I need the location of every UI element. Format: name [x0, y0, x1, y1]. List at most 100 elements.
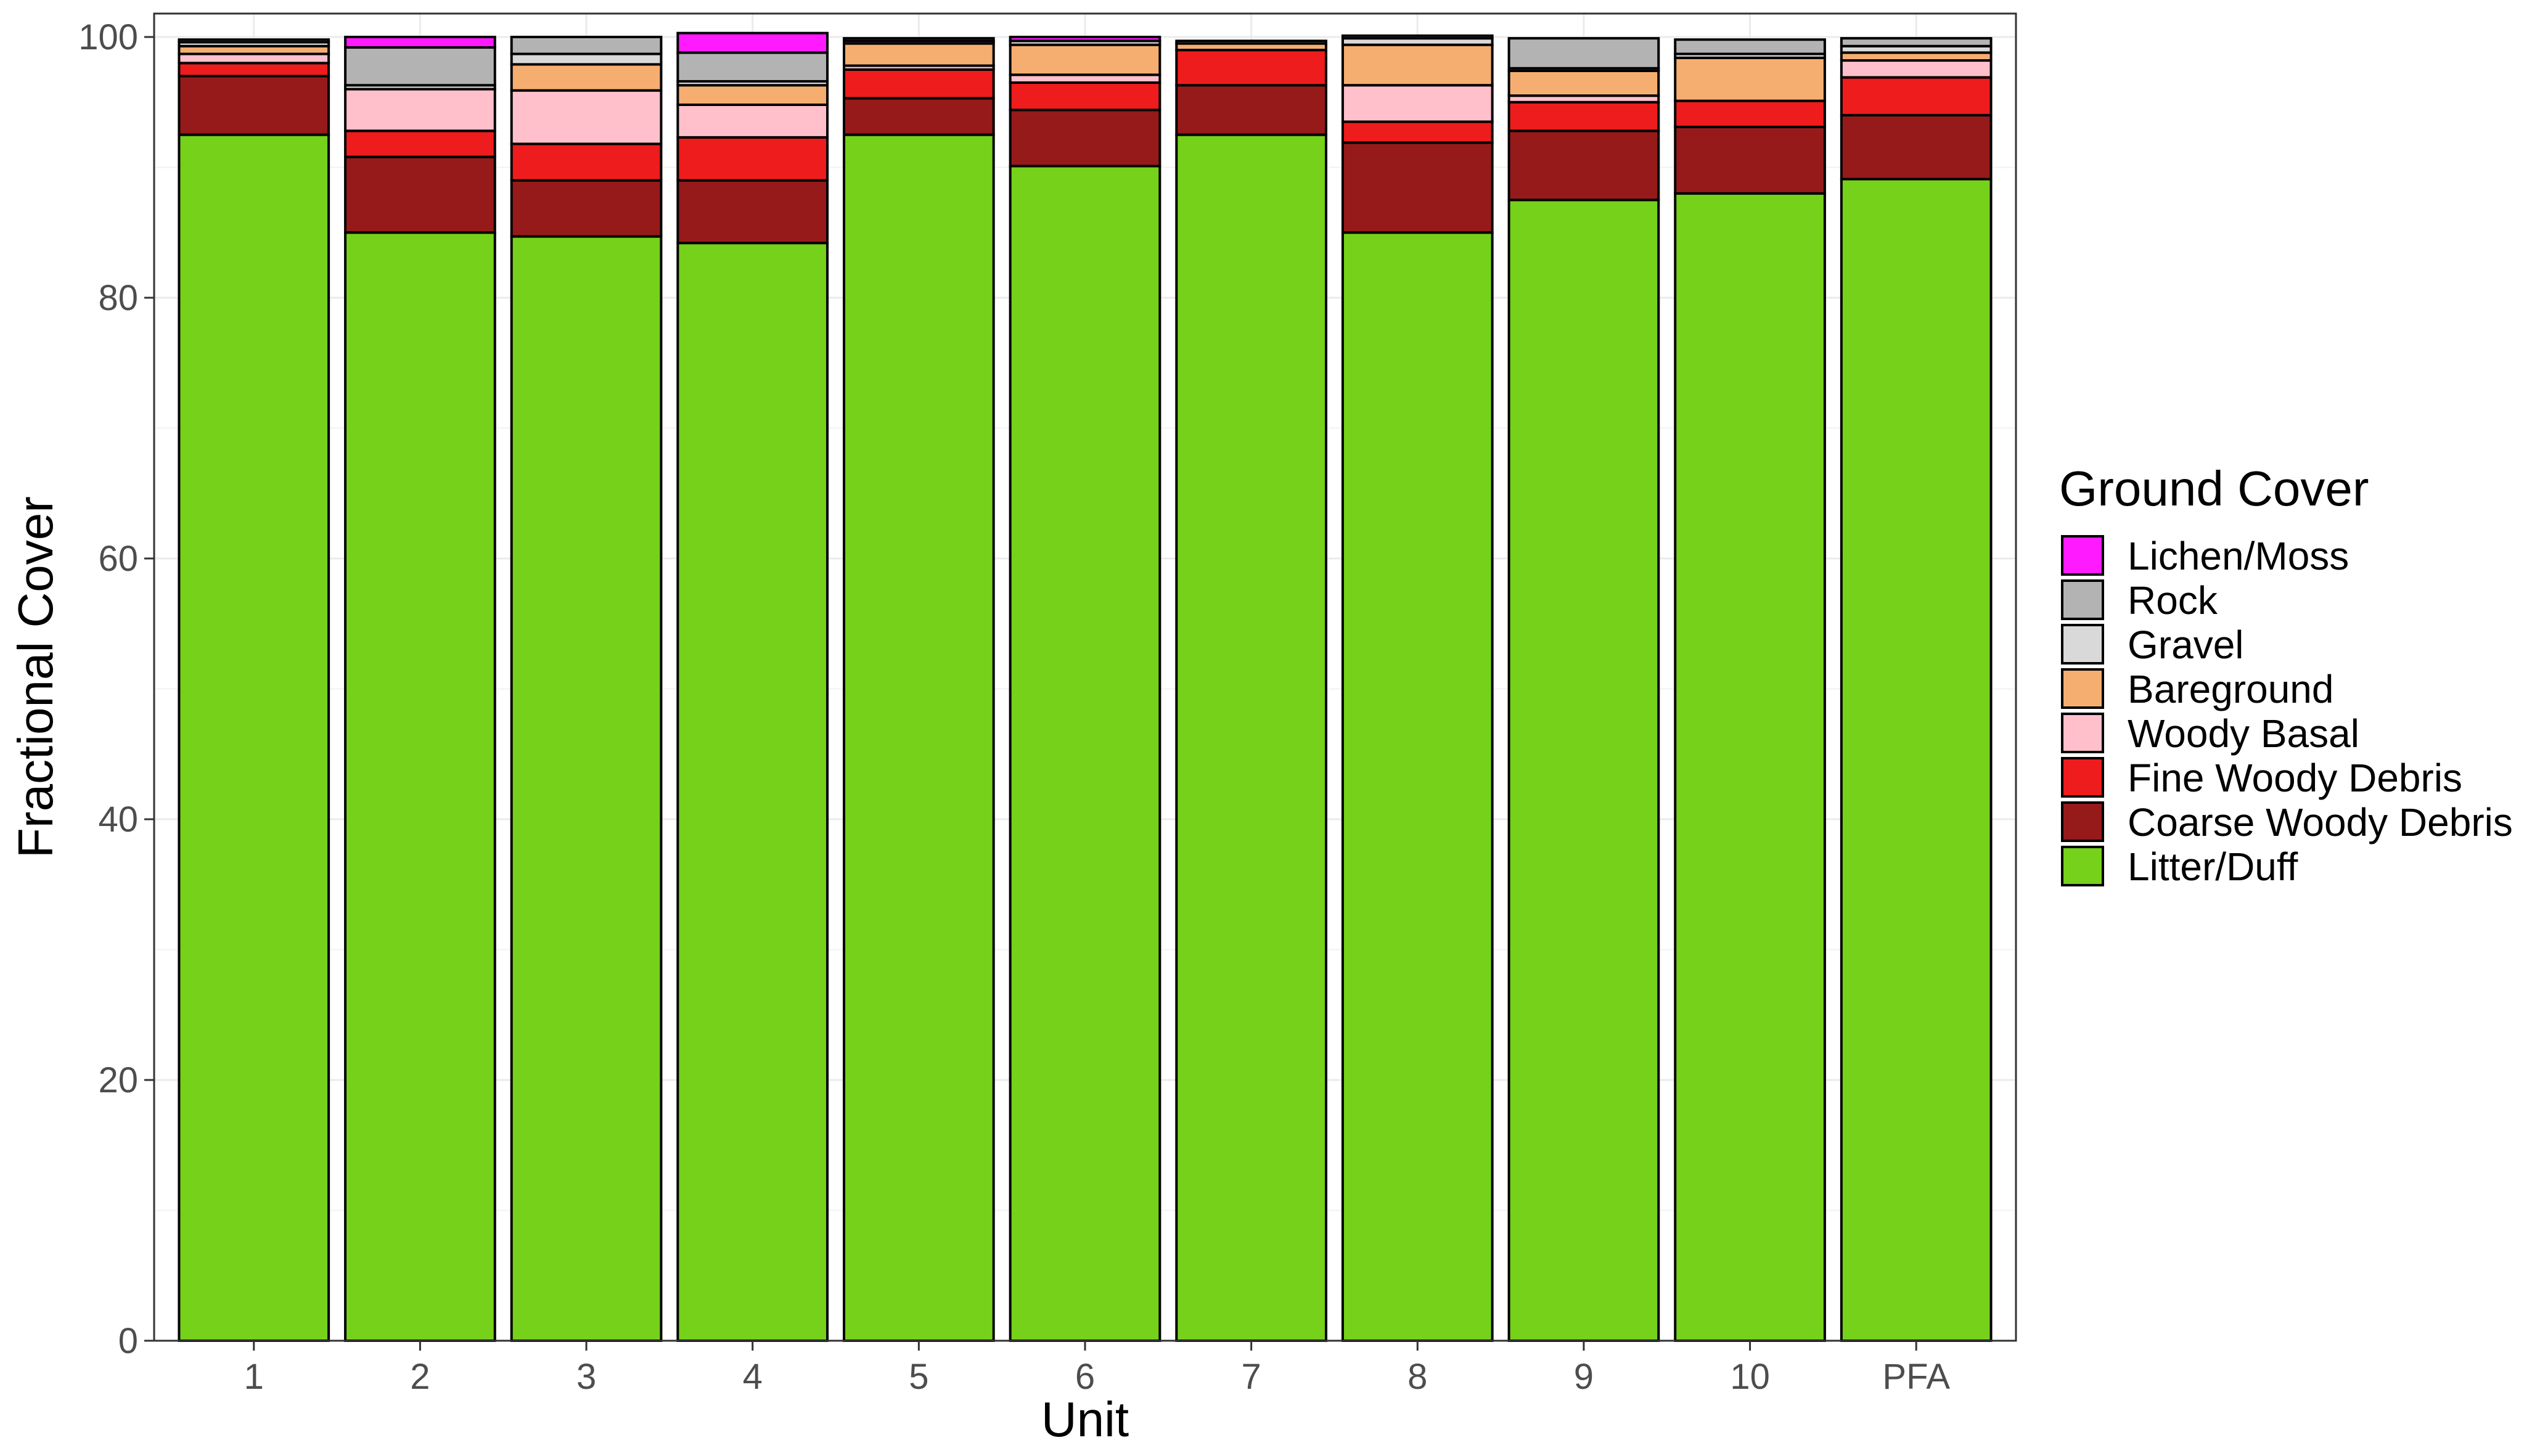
legend-label: Bareground — [2128, 667, 2333, 711]
legend-label: Gravel — [2128, 623, 2244, 667]
bar-segment-coarse-woody-debris — [1507, 129, 1660, 202]
bar-segment-rock — [676, 51, 829, 83]
bar-segment-fine-woody-debris — [1674, 99, 1826, 128]
bar-segment-coarse-woody-debris — [178, 75, 330, 136]
bar-segment-fine-woody-debris — [178, 62, 330, 78]
bar-segment-fine-woody-debris — [1341, 120, 1494, 144]
x-tick-label: 3 — [576, 1357, 596, 1397]
bar-segment-gravel — [1175, 39, 1327, 45]
bar-segment-coarse-woody-debris — [1175, 84, 1327, 136]
bar-segment-rock — [510, 36, 663, 55]
bar-segment-woody-basal — [676, 103, 829, 139]
legend-label: Rock — [2128, 578, 2218, 623]
bar-segment-woody-basal — [178, 52, 330, 65]
bar-segment-bareground — [1341, 43, 1494, 87]
bar-segment-fine-woody-debris — [344, 129, 496, 158]
legend-key-rock — [2061, 579, 2104, 620]
legend-label: Woody Basal — [2128, 711, 2359, 756]
y-tick-label: 100 — [78, 17, 138, 57]
bars — [178, 31, 1993, 1343]
legend-label: Fine Woody Debris — [2128, 756, 2462, 800]
x-axis-title: Unit — [1041, 1392, 1129, 1447]
bar-segment-litter-duff — [1341, 231, 1494, 1342]
y-axis-title: Fractional Cover — [8, 496, 63, 858]
bar-segment-gravel — [510, 52, 663, 66]
bar-stack-3 — [510, 36, 663, 1343]
x-tick-label: 2 — [410, 1357, 430, 1397]
bar-segment-rock — [1341, 34, 1494, 40]
bar-stack-10 — [1674, 38, 1826, 1342]
bar-segment-bareground — [1507, 69, 1660, 97]
x-tick-label: 10 — [1730, 1357, 1770, 1397]
bar-segment-bareground — [843, 42, 995, 67]
bar-segment-lichen-moss — [1009, 36, 1161, 43]
legend-key-coarse-woody-debris — [2061, 801, 2104, 842]
bar-segment-coarse-woody-debris — [676, 179, 829, 245]
bar-segment-bareground — [1009, 43, 1161, 76]
x-tick-label: PFA — [1882, 1357, 1950, 1397]
x-tick-label: 7 — [1242, 1357, 1261, 1397]
bar-segment-litter-duff — [1840, 178, 1993, 1342]
legend-key-lichen-moss — [2061, 535, 2104, 576]
bar-stack-9 — [1507, 37, 1660, 1342]
bar-segment-lichen-moss — [676, 31, 829, 54]
bar-segment-woody-basal — [1341, 84, 1494, 123]
bar-segment-litter-duff — [676, 242, 829, 1342]
bar-segment-coarse-woody-debris — [344, 155, 496, 234]
y-tick-label: 80 — [98, 278, 138, 318]
legend-label: Lichen/Moss — [2128, 534, 2349, 578]
bar-segment-fine-woody-debris — [1175, 49, 1327, 87]
bar-segment-fine-woody-debris — [1840, 76, 1993, 117]
bar-segment-litter-duff — [1507, 198, 1660, 1342]
legend-key-bareground — [2061, 668, 2104, 709]
y-tick-label: 60 — [98, 539, 138, 579]
bar-segment-rock — [178, 38, 330, 44]
bar-segment-woody-basal — [1840, 59, 1993, 79]
legend-key-woody-basal — [2061, 713, 2104, 753]
bar-segment-woody-basal — [344, 88, 496, 133]
bar-segment-coarse-woody-debris — [1341, 141, 1494, 234]
legend-label: Coarse Woody Debris — [2128, 800, 2513, 845]
bar-segment-bareground — [676, 84, 829, 106]
bar-segment-rock — [1674, 38, 1826, 55]
legend-key-litter-duff — [2061, 846, 2104, 886]
bar-stack-4 — [676, 31, 829, 1342]
bar-segment-coarse-woody-debris — [510, 179, 663, 238]
bar-segment-coarse-woody-debris — [843, 97, 995, 136]
y-tick-label: 20 — [98, 1060, 138, 1100]
x-tick-label: 4 — [743, 1357, 763, 1397]
x-tick-label: 9 — [1574, 1357, 1594, 1397]
legend: Ground Cover Lichen/MossRockGravelBaregr… — [2059, 461, 2513, 889]
y-tick-label: 40 — [98, 800, 138, 840]
bar-segment-coarse-woody-debris — [1674, 125, 1826, 195]
bar-stack-7 — [1175, 39, 1327, 1342]
bar-segment-rock — [344, 46, 496, 87]
bar-segment-woody-basal — [510, 89, 663, 145]
bar-segment-fine-woody-debris — [1507, 100, 1660, 133]
bar-segment-lichen-moss — [843, 37, 995, 43]
bar-segment-fine-woody-debris — [676, 136, 829, 182]
bar-segment-fine-woody-debris — [1009, 81, 1161, 112]
bar-segment-fine-woody-debris — [510, 142, 663, 182]
bar-segment-litter-duff — [510, 235, 663, 1343]
bar-stack-8 — [1341, 34, 1494, 1342]
bar-segment-litter-duff — [344, 231, 496, 1342]
bar-segment-rock — [1840, 37, 1993, 47]
bar-segment-bareground — [1674, 56, 1826, 102]
legend-key-gravel — [2061, 624, 2104, 665]
legend-key-fine-woody-debris — [2061, 757, 2104, 798]
x-tick-label: 6 — [1075, 1357, 1095, 1397]
bar-stack-PFA — [1840, 37, 1993, 1342]
bar-segment-litter-duff — [843, 133, 995, 1342]
bar-stack-5 — [843, 37, 995, 1342]
bar-stack-2 — [344, 36, 496, 1342]
bar-segment-rock — [1507, 37, 1660, 70]
bar-stack-6 — [1009, 36, 1161, 1342]
bar-segment-coarse-woody-debris — [1009, 108, 1161, 168]
bar-segment-litter-duff — [1674, 192, 1826, 1342]
bar-segment-litter-duff — [1175, 133, 1327, 1342]
bar-segment-coarse-woody-debris — [1840, 113, 1993, 181]
legend-label: Litter/Duff — [2128, 845, 2298, 889]
bar-segment-litter-duff — [1009, 165, 1161, 1342]
